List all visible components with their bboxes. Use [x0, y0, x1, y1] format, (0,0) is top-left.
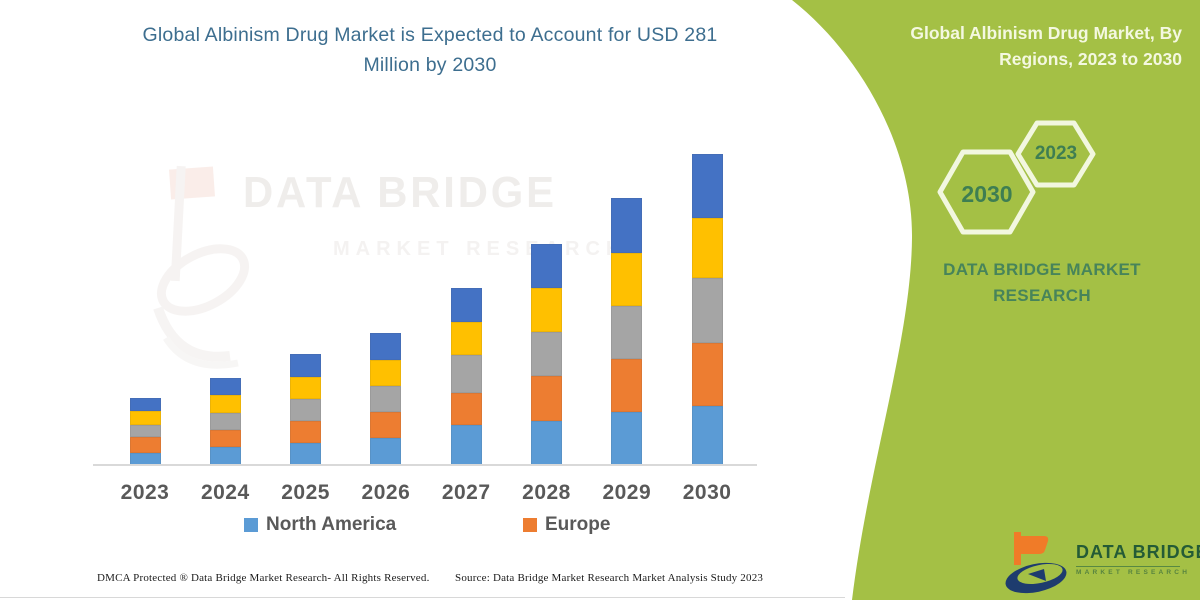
- bar-segment: [450, 355, 482, 394]
- x-axis-label-2028: 2028: [522, 481, 571, 504]
- bar-segment: [450, 287, 482, 323]
- chart-title: Global Albinism Drug Market is Expected …: [142, 24, 718, 77]
- bar-segment: [209, 395, 241, 413]
- bar-segment: [370, 359, 402, 387]
- bar-segment: [370, 386, 402, 412]
- bar-segment: [691, 343, 723, 407]
- stacked-bar-2024: [209, 377, 241, 465]
- databridge-logo: DATA BRIDGE MARKET RESEARCH: [1000, 530, 1200, 596]
- legend-swatch-north-america: [244, 518, 258, 532]
- bar-segment: [209, 429, 241, 448]
- panel-title: Global Albinism Drug Market, By Regions,…: [910, 23, 1182, 70]
- x-axis-label-2024: 2024: [200, 481, 250, 504]
- bar-segment: [290, 442, 322, 465]
- bar-segment: [531, 332, 562, 377]
- bar-segment: [611, 411, 643, 465]
- bar-segment: [450, 322, 482, 356]
- legend-swatch-europe: [523, 518, 537, 532]
- source-text: Source: Data Bridge Market Research Mark…: [455, 572, 764, 584]
- stacked-bar-2027: [450, 287, 482, 465]
- databridge-logo-icon: [1005, 532, 1067, 594]
- bar-segment: [691, 154, 723, 219]
- legend-item-europe: Europe: [523, 514, 610, 536]
- bar-segment: [531, 376, 562, 421]
- bar-segment: [370, 333, 402, 360]
- bar-segment: [450, 425, 482, 465]
- bar-segment: [290, 354, 322, 377]
- bar-segment: [611, 198, 643, 253]
- bar-segment: [691, 406, 723, 465]
- bar-segment: [209, 377, 241, 396]
- x-axis-label-2026: 2026: [361, 481, 411, 504]
- x-axis-label-2030: 2030: [682, 481, 732, 504]
- bar-segment: [129, 410, 161, 426]
- bar-segment: [611, 358, 643, 412]
- stacked-bar-2028: [531, 243, 562, 465]
- logo-name: DATA BRIDGE: [1076, 542, 1200, 562]
- bar-segment: [691, 218, 723, 278]
- bar-segment: [129, 452, 161, 465]
- x-axis-label-2025: 2025: [281, 481, 330, 504]
- x-axis-label-2023: 2023: [120, 481, 170, 504]
- bar-segment: [209, 413, 241, 430]
- bar-segment: [209, 447, 241, 465]
- bar-segment: [531, 287, 562, 333]
- stacked-bar-2023: [129, 397, 161, 465]
- bar-segment: [129, 437, 161, 453]
- bar-segment: [290, 420, 322, 443]
- stacked-bar-2026: [370, 333, 402, 465]
- stacked-bar-2029: [611, 198, 643, 465]
- stacked-bar-2025: [290, 354, 322, 465]
- logo-divider: [1076, 566, 1180, 567]
- bar-segment: [290, 398, 322, 421]
- copyright-text: DMCA Protected ® Data Bridge Market Rese…: [97, 572, 430, 584]
- logo-subtitle: MARKET RESEARCH: [1076, 569, 1191, 576]
- bar-segment: [129, 397, 161, 411]
- bar-segment: [370, 411, 402, 439]
- bar-segment: [691, 278, 723, 344]
- hexagon-year-2030: 2030: [961, 181, 1013, 207]
- x-axis-line: [93, 464, 757, 466]
- x-axis-labels: 2023 2024 2025 2026 2027 2028 2029 2030: [0, 481, 800, 511]
- legend-label-europe: Europe: [545, 514, 611, 535]
- bar-segment: [611, 305, 643, 359]
- panel-brand-text: DATA BRIDGE MARKET RESEARCH: [943, 260, 1141, 306]
- legend-label-north-america: North America: [266, 514, 397, 535]
- stacked-bar-2030: [691, 154, 723, 465]
- bottom-divider: [0, 597, 845, 598]
- plot-area: [95, 133, 755, 465]
- bar-segment: [370, 438, 402, 465]
- bar-segment: [531, 243, 562, 288]
- x-axis-label-2029: 2029: [602, 481, 652, 504]
- hexagon-year-2023: 2023: [1034, 143, 1078, 164]
- legend-item-north-america: North America: [244, 514, 396, 536]
- bar-segment: [531, 420, 562, 465]
- bar-segment: [129, 425, 161, 438]
- x-axis-label-2027: 2027: [441, 481, 491, 504]
- bar-segment: [290, 376, 322, 399]
- bar-segment: [611, 252, 643, 306]
- bar-segment: [450, 393, 482, 426]
